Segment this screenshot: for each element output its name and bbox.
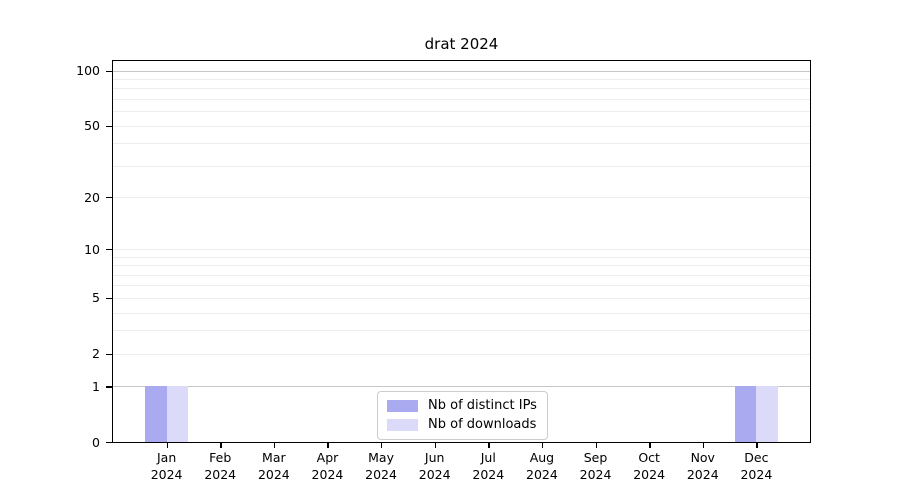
legend-item-downloads: Nb of downloads: [387, 417, 537, 433]
y-tick-5: [106, 297, 113, 300]
y-tick-2: [106, 353, 113, 355]
y-gridline-minor-9: [113, 256, 810, 258]
bar-nb-of-distinct-ips-jan: [145, 386, 167, 442]
x-tick-label-mar: Mar 2024: [257, 450, 290, 482]
y-gridline-minor-8: [113, 265, 810, 267]
x-tick-sep: [595, 442, 597, 448]
y-tick-label-100: 100: [76, 63, 100, 79]
y-tick-1: [106, 386, 113, 388]
y-tick-0: [106, 442, 113, 444]
y-tick-label-2: 2: [92, 346, 100, 362]
y-gridline-minor-7: [113, 274, 810, 276]
y-tick-label-20: 20: [84, 189, 100, 205]
y-tick-100: [106, 70, 113, 73]
legend-label-downloads: Nb of downloads: [428, 417, 537, 432]
y-gridline-minor-3: [113, 330, 810, 332]
y-gridline-major-1: [113, 386, 810, 388]
x-tick-jul: [488, 442, 490, 448]
x-tick-label-jun: Jun 2024: [418, 450, 451, 482]
x-tick-jun: [434, 442, 437, 448]
x-tick-label-sep: Sep 2024: [579, 450, 612, 482]
x-tick-nov: [702, 442, 705, 448]
x-tick-label-oct: Oct 2024: [633, 450, 666, 482]
x-tick-aug: [541, 442, 544, 448]
legend-swatch-downloads: [387, 419, 418, 431]
y-tick-label-50: 50: [84, 118, 100, 134]
x-tick-label-feb: Feb 2024: [204, 450, 237, 482]
y-gridline-minor-60: [113, 111, 810, 113]
y-gridline-minor-50: [113, 125, 810, 127]
x-tick-mar: [273, 442, 276, 448]
y-tick-label-10: 10: [84, 241, 100, 257]
x-tick-label-aug: Aug 2024: [526, 450, 558, 482]
x-tick-label-jul: Jul 2024: [472, 450, 505, 482]
y-gridline-major-100: [113, 70, 810, 72]
x-tick-dec: [756, 442, 758, 448]
y-gridline-minor-90: [113, 79, 810, 81]
y-gridline-minor-4: [113, 312, 810, 314]
y-tick-50: [106, 125, 113, 128]
y-gridline-minor-6: [113, 285, 810, 287]
y-gridline-minor-30: [113, 165, 810, 167]
y-tick-label-5: 5: [92, 290, 100, 306]
x-tick-apr: [327, 442, 329, 448]
x-tick-label-nov: Nov 2024: [686, 450, 719, 482]
y-gridline-minor-40: [113, 143, 810, 145]
y-tick-10: [106, 249, 113, 251]
legend: Nb of distinct IPs Nb of downloads: [377, 391, 548, 440]
y-gridline-minor-20: [113, 197, 810, 199]
bar-nb-of-distinct-ips-dec: [734, 386, 757, 442]
x-tick-label-may: May 2024: [365, 450, 397, 482]
plot-area: [112, 60, 811, 443]
y-tick-label-1: 1: [92, 378, 100, 394]
x-tick-label-dec: Dec 2024: [740, 450, 773, 482]
y-gridline-minor-70: [113, 99, 810, 101]
y-gridline-minor-5: [113, 297, 810, 299]
y-gridline-minor-10: [113, 249, 810, 251]
x-tick-feb: [220, 442, 222, 448]
y-tick-20: [106, 197, 113, 199]
legend-item-distinct-ips: Nb of distinct IPs: [387, 398, 537, 414]
x-tick-label-apr: Apr 2024: [311, 450, 344, 482]
bar-nb-of-downloads-dec: [756, 386, 778, 442]
y-gridline-minor-80: [113, 88, 810, 90]
x-tick-oct: [649, 442, 651, 448]
bar-nb-of-downloads-jan: [166, 386, 189, 442]
x-tick-label-jan: Jan 2024: [150, 450, 183, 482]
x-tick-may: [381, 442, 383, 448]
legend-label-distinct-ips: Nb of distinct IPs: [428, 398, 537, 413]
x-tick-jan: [166, 442, 168, 448]
y-tick-label-0: 0: [92, 434, 100, 450]
chart-title: drat 2024: [424, 35, 499, 53]
y-gridline-minor-2: [113, 353, 810, 355]
legend-swatch-distinct-ips: [387, 400, 418, 412]
